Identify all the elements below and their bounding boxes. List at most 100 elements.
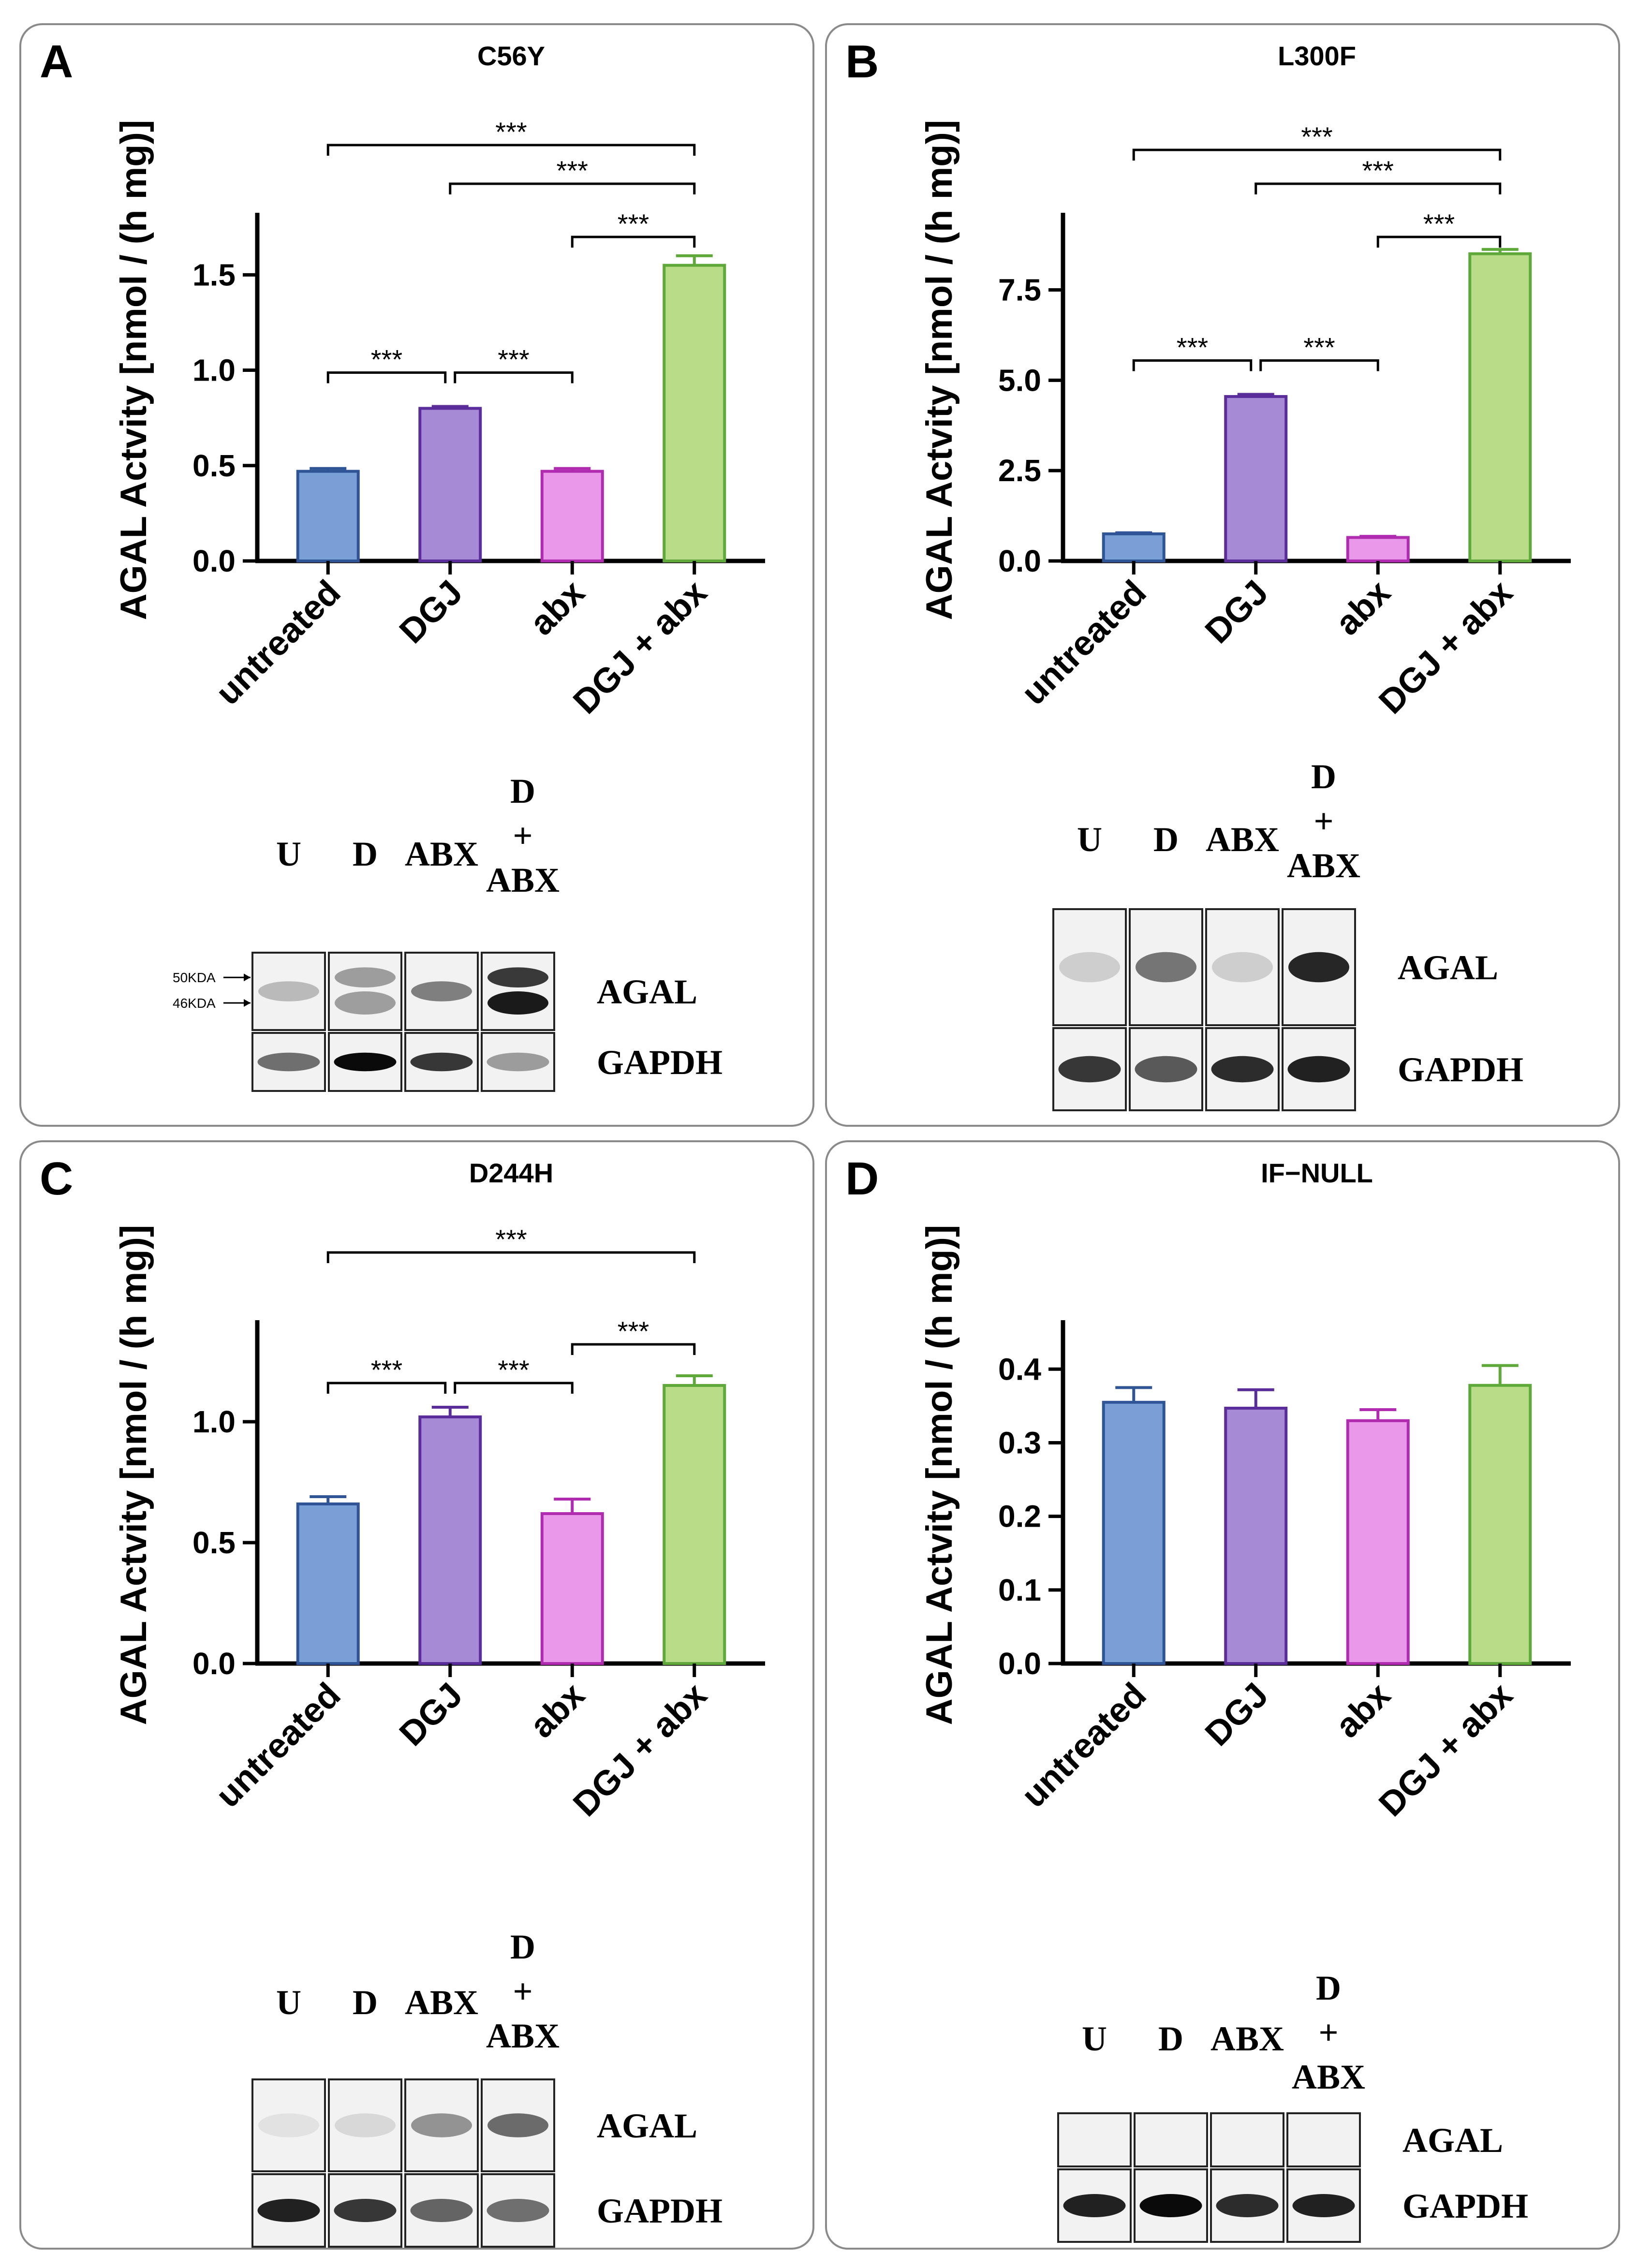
panel-a: A C56Y AGAL Actvity [nmol / (h mg)] 0.0 0.5 1… [19,23,814,1127]
y-tick-label: 5.0 [998,363,1041,398]
bar-3 [540,470,604,562]
y-tick-label: 0.1 [998,1573,1041,1607]
y-axis-label: AGAL Actvity [nmol / (h mg)] [919,1225,960,1725]
y-tick-label: 1.5 [192,257,236,292]
agal-band [411,981,472,1001]
blot-lane-agal [1210,2112,1284,2167]
blot-row-label-gapdh: GAPDH [597,1043,723,1082]
significance-label: *** [557,155,588,186]
bar-2 [418,407,482,562]
panel-c: C D244H AGAL Actvity [nmol / (h mg)] 0.0 0.5… [19,1140,814,2250]
blot-row-label-gapdh: GAPDH [1398,1050,1523,1089]
blot-lane-label: U [276,1983,301,2022]
significance-label: *** [495,1224,527,1254]
significance-label: *** [1303,332,1335,362]
y-axis-label: AGAL Actvity [nmol / (h mg)] [113,1225,154,1725]
y-tick-label: 7.5 [998,272,1041,307]
panel-frame [19,23,814,1127]
bar-1 [296,470,360,562]
agal-band [335,2113,396,2137]
significance-bracket [1132,148,1502,161]
blot-lane-label: U [1077,820,1102,859]
panel-frame [825,23,1620,1127]
significance-bracket [1254,182,1502,194]
blot-lane-agal [1057,2112,1132,2167]
significance-label: *** [1301,121,1332,152]
gapdh-band [487,1052,549,1072]
blot-row-label-agal: AGAL [1398,948,1498,987]
y-tick-label: 0.2 [998,1499,1041,1534]
significance-label: *** [498,1355,529,1385]
blot-lane-label: U [1082,2019,1107,2058]
significance-bracket [1259,359,1379,371]
agal-band [1136,952,1196,983]
y-tick-label: 0.4 [998,1352,1041,1386]
kda-marker-arrowhead [244,999,251,1007]
bar-3 [540,1512,604,1665]
significance-bracket [326,371,447,383]
y-tick-label: 1.0 [192,353,236,388]
gapdh-band [1211,1056,1274,1083]
blot-lane-label: D + ABX [486,1928,560,2055]
significance-label: *** [618,208,649,239]
kda-marker-label: 50KDA [173,970,216,985]
panel-b: B L300F AGAL Actvity [nmol / (h mg)] 0.0 2.5… [825,23,1620,1127]
blot-lane-label: ABX [1210,2019,1284,2058]
blot-lane-label: ABX [405,1983,478,2022]
blot-lane-label: D + ABX [1292,1969,1365,2096]
y-tick-label: 1.0 [192,1404,236,1439]
bar-3 [1346,1419,1410,1665]
y-tick-label: 0.0 [192,1646,236,1681]
bar-1 [1102,1400,1166,1665]
panel-letter: A [40,36,73,88]
y-tick-label: 0.5 [192,448,236,483]
blot-lane-agal [1134,2112,1208,2167]
chart-title: D244H [469,1158,553,1188]
bar-4 [1468,252,1532,563]
agal-band [258,981,319,1001]
agal-band [1059,952,1120,983]
gapdh-band [1058,1056,1121,1083]
gapdh-band [334,1052,397,1072]
agal-band [1212,952,1273,983]
chart-title: C56Y [477,41,545,71]
bar-4 [663,1384,726,1665]
bar-3 [1346,536,1410,562]
significance-bracket [449,182,696,194]
gapdh-band [1287,1056,1350,1083]
agal-band [1288,952,1349,983]
significance-label: *** [1362,155,1394,186]
blot-lane-label: D + ABX [1287,757,1360,885]
y-tick-label: 0.0 [998,1646,1041,1681]
agal-band [411,2113,472,2137]
blot-lane-label: U [276,835,301,873]
significance-bracket [454,1382,574,1394]
blot-lane-label: D [1158,2019,1183,2058]
significance-bracket [571,1343,696,1355]
blot-row-label-agal: AGAL [1402,2121,1503,2160]
significance-bracket [326,144,696,156]
agal-band [487,2113,548,2137]
blot-row-label-gapdh: GAPDH [1402,2187,1528,2225]
bar-4 [1468,1384,1532,1665]
bar-1 [296,1502,360,1665]
blot-row-label-agal: AGAL [597,2106,697,2145]
y-tick-label: 2.5 [998,453,1041,488]
significance-bracket [1132,359,1253,371]
gapdh-band [487,2199,549,2222]
panel-letter: D [845,1153,879,1205]
agal-lower-band [487,991,548,1015]
bar-1 [1102,532,1166,563]
y-tick-label: 0.3 [998,1425,1041,1460]
agal-band [335,967,396,987]
y-tick-label: 0.5 [192,1525,236,1560]
significance-bracket [326,1382,447,1394]
significance-label: *** [618,1316,649,1346]
y-axis-label: AGAL Actvity [nmol / (h mg)] [113,120,154,620]
gapdh-band [410,1052,473,1072]
panel-frame [825,1140,1620,2250]
blot-lane-agal [1286,2112,1361,2167]
blot-lane-label: D + ABX [486,772,560,899]
y-axis-label: AGAL Actvity [nmol / (h mg)] [919,120,960,620]
